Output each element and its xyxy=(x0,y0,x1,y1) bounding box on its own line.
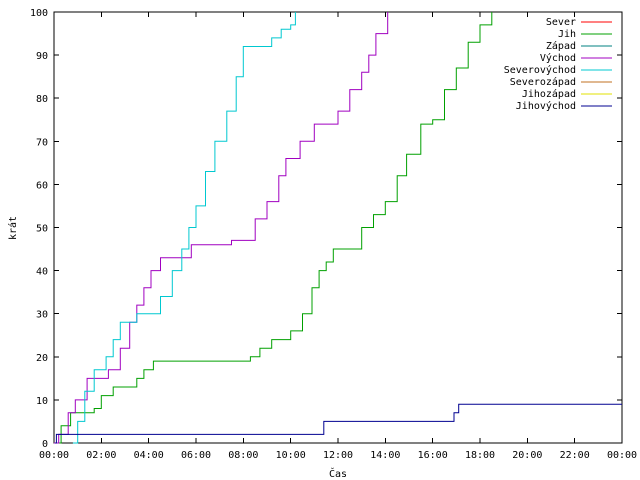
y-tick-label: 50 xyxy=(36,224,48,235)
legend-label-zapad: Západ xyxy=(546,40,576,52)
y-tick-label: 70 xyxy=(36,137,48,148)
series-line-jihovychod xyxy=(55,403,622,444)
series-line-vychod xyxy=(54,12,389,444)
series-line-jih xyxy=(55,12,493,444)
x-tick-label: 08:00 xyxy=(228,450,258,461)
y-tick-label: 40 xyxy=(36,267,48,278)
legend-label-jihovychod: Jihovýchod xyxy=(516,100,576,112)
x-tick-label: 04:00 xyxy=(134,450,164,461)
x-tick-label: 06:00 xyxy=(181,450,211,461)
x-tick-label: 10:00 xyxy=(276,450,306,461)
x-tick-label: 18:00 xyxy=(465,450,495,461)
x-tick-label: 14:00 xyxy=(370,450,400,461)
legend-label-jih: Jih xyxy=(558,29,576,40)
legend-label-vychod: Východ xyxy=(540,52,576,64)
x-tick-label: 12:00 xyxy=(323,450,353,461)
y-tick-label: 90 xyxy=(36,51,48,62)
legend: SeverJihZápadVýchodSeverovýchodSeverozáp… xyxy=(504,17,612,112)
x-tick-label: 02:00 xyxy=(86,450,116,461)
y-tick-label: 60 xyxy=(36,180,48,191)
legend-label-sever: Sever xyxy=(546,17,576,28)
legend-label-jihozapad: Jihozápad xyxy=(522,88,576,100)
x-tick-label: 00:00 xyxy=(39,450,69,461)
y-tick-label: 20 xyxy=(36,353,48,364)
x-tick-label: 22:00 xyxy=(560,450,590,461)
x-tick-label: 20:00 xyxy=(512,450,542,461)
y-tick-label: 0 xyxy=(42,439,48,450)
y-tick-label: 100 xyxy=(30,8,48,19)
series-layer xyxy=(54,12,622,444)
y-tick-label: 10 xyxy=(36,396,48,407)
x-tick-label: 00:00 xyxy=(607,450,637,461)
y-tick-label: 80 xyxy=(36,94,48,105)
axes: 0 10 20 30 40 50 60 70 80 90 100 00:00 02:00 04:00 06:… xyxy=(30,8,637,461)
legend-label-severozapad: Severozápad xyxy=(510,76,576,88)
series-line-severovychod xyxy=(72,12,296,444)
x-axis-label: Čas xyxy=(329,467,347,480)
y-axis-label: krát xyxy=(7,216,19,240)
legend-label-severovychod: Severovýchod xyxy=(504,64,576,76)
x-tick-label: 16:00 xyxy=(418,450,448,461)
y-tick-label: 30 xyxy=(36,310,48,321)
